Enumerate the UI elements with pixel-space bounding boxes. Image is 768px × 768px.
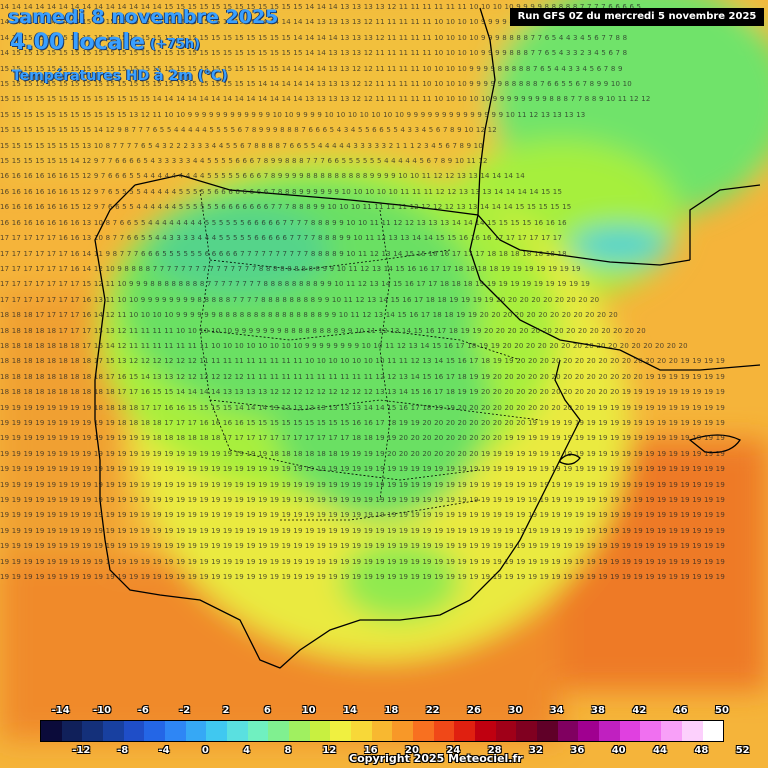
- legend-swatch: [61, 721, 83, 741]
- legend-tick-label: -10: [92, 705, 112, 716]
- legend-tick-label: -12: [72, 745, 91, 756]
- legend-swatch: [206, 721, 228, 741]
- legend-swatch: [351, 721, 372, 741]
- legend-swatch: [454, 721, 476, 741]
- legend-swatch: [165, 721, 186, 741]
- legend-swatch: [247, 721, 269, 741]
- legend-swatch: [599, 721, 620, 741]
- legend-tick-label: 10: [301, 705, 316, 716]
- legend-swatch: [144, 721, 166, 741]
- legend-tick-label: -4: [158, 745, 170, 756]
- legend-swatch: [516, 721, 538, 741]
- color-legend: [40, 720, 724, 742]
- legend-tick-label: 0: [201, 745, 209, 756]
- legend-swatch: [289, 721, 310, 741]
- legend-tick-label: 32: [529, 745, 543, 756]
- legend-swatch: [392, 721, 414, 741]
- temperature-field: [0, 0, 768, 740]
- run-banner: Run GFS 0Z du mercredi 5 novembre 2025: [510, 8, 764, 26]
- legend-tick-label: 44: [653, 745, 667, 756]
- legend-tick-label: 30: [508, 705, 523, 716]
- legend-swatch: [537, 721, 558, 741]
- legend-swatch: [413, 721, 434, 741]
- legend-swatch: [103, 721, 124, 741]
- legend-swatch: [41, 721, 62, 741]
- region-borders: [199, 189, 541, 521]
- legend-swatch: [702, 721, 724, 741]
- legend-tick-label: 46: [673, 705, 688, 716]
- forecast-time: 4.00 locale: [10, 30, 145, 55]
- legend-swatch: [619, 721, 641, 741]
- legend-tick-label: 34: [549, 705, 564, 716]
- legend-swatch: [681, 721, 703, 741]
- legend-tick-label: 14: [343, 705, 357, 716]
- parameter-label: Températures HD à 2m (°C): [12, 68, 228, 84]
- legend-tick-label: 4: [243, 745, 251, 756]
- legend-swatch: [268, 721, 290, 741]
- forecast-date: samedi 8 novembre 2025: [8, 6, 279, 28]
- legend-swatch: [123, 721, 145, 741]
- legend-tick-label: 42: [632, 705, 647, 716]
- legend-tick-label: 24: [446, 745, 461, 756]
- legend-tick-label: 20: [405, 745, 419, 756]
- legend-tick-label: 18: [384, 705, 399, 716]
- legend-swatch: [475, 721, 496, 741]
- legend-swatch: [309, 721, 331, 741]
- legend-tick-label: -14: [51, 705, 70, 716]
- legend-swatch: [82, 721, 104, 741]
- legend-tick-label: -8: [117, 745, 129, 756]
- legend-tick-label: 40: [611, 745, 626, 756]
- legend-tick-label: 6: [263, 705, 271, 716]
- legend-swatch: [661, 721, 682, 741]
- legend-tick-label: 22: [425, 705, 440, 716]
- forecast-offset: (+75h): [150, 37, 201, 52]
- legend-color-bar: [40, 720, 724, 742]
- legend-swatch: [371, 721, 393, 741]
- legend-swatch: [495, 721, 517, 741]
- legend-tick-label: 16: [363, 745, 378, 756]
- copyright: Copyright 2025 Meteociel.fr: [349, 752, 523, 765]
- legend-tick-label: 2: [222, 705, 230, 716]
- coastline: [94, 7, 761, 669]
- legend-tick-label: -2: [179, 705, 191, 716]
- legend-tick-label: 26: [467, 705, 481, 716]
- legend-swatch: [227, 721, 248, 741]
- legend-swatch: [557, 721, 579, 741]
- legend-swatch: [330, 721, 352, 741]
- legend-swatch: [185, 721, 207, 741]
- legend-swatch: [578, 721, 600, 741]
- legend-tick-label: 28: [487, 745, 502, 756]
- legend-tick-label: 38: [591, 705, 605, 716]
- legend-swatch: [433, 721, 455, 741]
- legend-tick-label: 12: [322, 745, 337, 756]
- legend-swatch: [640, 721, 662, 741]
- legend-tick-label: 36: [570, 745, 585, 756]
- legend-tick-label: -6: [137, 705, 149, 716]
- legend-tick-label: 48: [694, 745, 709, 756]
- legend-tick-label: 8: [284, 745, 292, 756]
- legend-tick-label: 52: [735, 745, 750, 756]
- legend-tick-label: 50: [715, 705, 729, 716]
